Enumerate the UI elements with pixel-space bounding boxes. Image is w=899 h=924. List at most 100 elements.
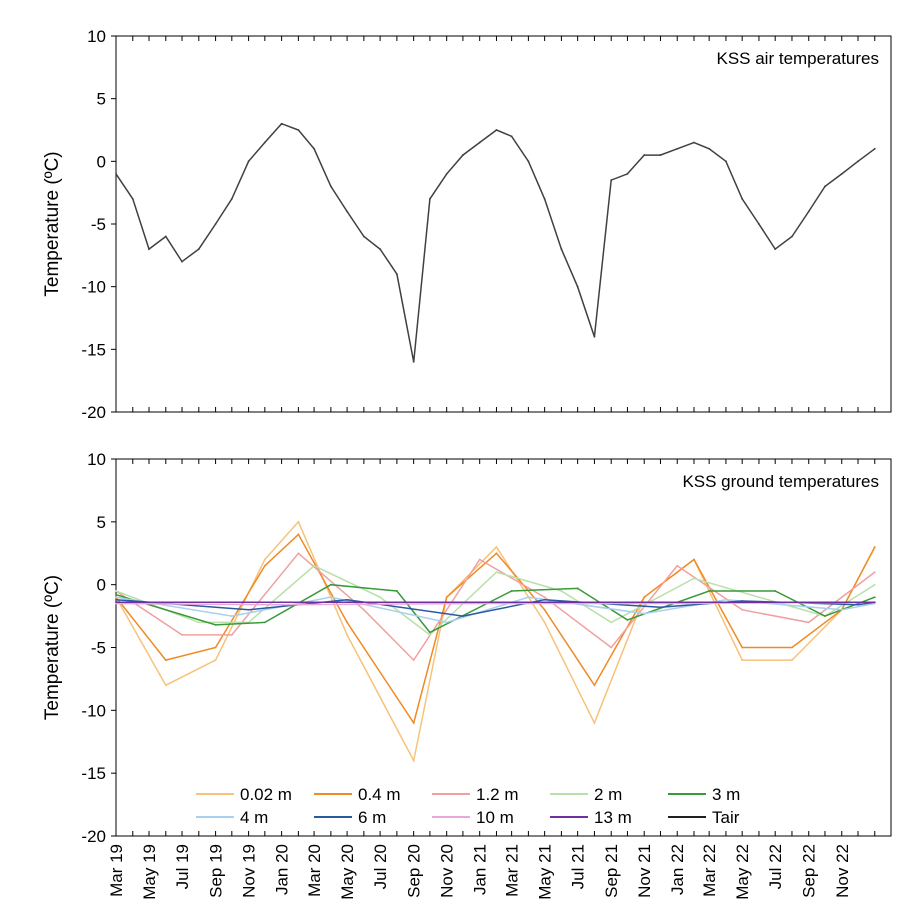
data-point — [329, 583, 332, 586]
data-point — [576, 285, 579, 288]
legend-label: 0.02 m — [240, 785, 292, 804]
data-point — [857, 603, 859, 606]
data-point — [807, 210, 810, 213]
x-tick-label: Sep 20 — [405, 844, 424, 898]
data-point — [428, 198, 431, 200]
data-point — [741, 659, 744, 661]
data-point — [230, 198, 233, 200]
data-point — [230, 615, 233, 617]
data-point — [758, 596, 760, 599]
data-point — [395, 273, 398, 276]
data-point — [247, 608, 250, 611]
data-point — [741, 608, 744, 611]
data-point — [576, 587, 579, 590]
data-point — [297, 520, 300, 523]
y-tick-label: -5 — [91, 639, 106, 658]
y-tick-label: 5 — [97, 90, 106, 109]
data-point — [693, 577, 695, 580]
y-tick-label: 10 — [87, 27, 106, 46]
data-point — [445, 621, 448, 624]
y-tick-label: -15 — [81, 340, 106, 359]
data-point — [280, 603, 283, 606]
data-point — [412, 722, 415, 724]
x-tick-label: Mar 22 — [700, 844, 719, 897]
x-tick-label: Jan 22 — [668, 844, 687, 895]
x-tick-label: May 20 — [338, 844, 357, 900]
legend-label: 0.4 m — [358, 785, 401, 804]
x-tick-label: Jan 20 — [273, 844, 292, 895]
data-point — [543, 608, 546, 611]
x-tick-label: May 19 — [140, 844, 159, 900]
plot-frame — [115, 35, 892, 413]
data-point — [741, 600, 744, 602]
data-point — [560, 248, 563, 250]
data-point — [495, 129, 498, 131]
series-line — [115, 533, 876, 725]
y-tick-label: -20 — [81, 827, 106, 846]
data-point — [643, 596, 646, 599]
data-point — [297, 552, 300, 555]
data-point — [412, 659, 415, 661]
data-point — [725, 598, 727, 601]
legend-label: 3 m — [712, 785, 740, 804]
data-point — [791, 235, 793, 238]
data-point — [478, 601, 481, 604]
data-point — [379, 248, 382, 250]
data-point — [873, 546, 876, 548]
data-point — [659, 606, 662, 609]
data-point — [329, 185, 332, 188]
data-point — [148, 248, 150, 250]
data-point — [840, 172, 843, 175]
x-tick-label: Nov 19 — [240, 844, 259, 898]
data-point — [774, 248, 777, 250]
data-point — [543, 198, 546, 200]
data-point — [676, 564, 679, 567]
data-point — [741, 646, 744, 649]
data-point — [462, 154, 464, 156]
data-point — [610, 179, 613, 182]
legend-label: 6 m — [358, 808, 386, 827]
data-point — [263, 558, 266, 561]
data-point — [857, 160, 859, 163]
legend-label: 1.2 m — [476, 785, 519, 804]
data-point — [527, 160, 530, 163]
data-point — [313, 147, 315, 150]
data-point — [659, 154, 662, 156]
data-point — [263, 141, 266, 144]
y-tick-label: 0 — [97, 152, 106, 171]
data-point — [676, 147, 679, 150]
x-tick-label: Jan 21 — [471, 844, 490, 895]
data-point — [807, 621, 810, 624]
data-point — [412, 759, 415, 762]
y-tick-label: -20 — [81, 403, 106, 422]
x-tick-label: Nov 21 — [635, 844, 654, 898]
data-point — [230, 634, 233, 636]
data-point — [445, 172, 448, 175]
data-point — [346, 210, 348, 213]
x-tick-label: Jul 21 — [569, 844, 588, 889]
data-point — [115, 598, 117, 601]
data-point — [593, 722, 596, 724]
data-point — [774, 590, 777, 592]
x-tick-label: Jul 22 — [766, 844, 785, 889]
x-tick-label: May 22 — [733, 844, 752, 900]
data-point — [791, 646, 793, 649]
x-tick-label: Nov 20 — [438, 844, 457, 898]
y-axis-title: Temperature (ºC) — [42, 151, 63, 296]
data-point — [873, 571, 876, 573]
y-tick-label: -10 — [81, 278, 106, 297]
x-tick-label: Mar 19 — [107, 844, 126, 897]
data-point — [164, 684, 167, 687]
series-line — [115, 520, 876, 763]
data-point — [478, 602, 481, 605]
legend-label: 10 m — [476, 808, 514, 827]
y-tick-label: 0 — [97, 576, 106, 595]
data-point — [610, 646, 613, 649]
data-point — [626, 172, 629, 175]
x-tick-label: Sep 22 — [800, 844, 819, 898]
data-point — [115, 601, 117, 604]
data-point — [643, 154, 646, 156]
data-point — [510, 590, 513, 592]
data-point — [362, 235, 365, 238]
